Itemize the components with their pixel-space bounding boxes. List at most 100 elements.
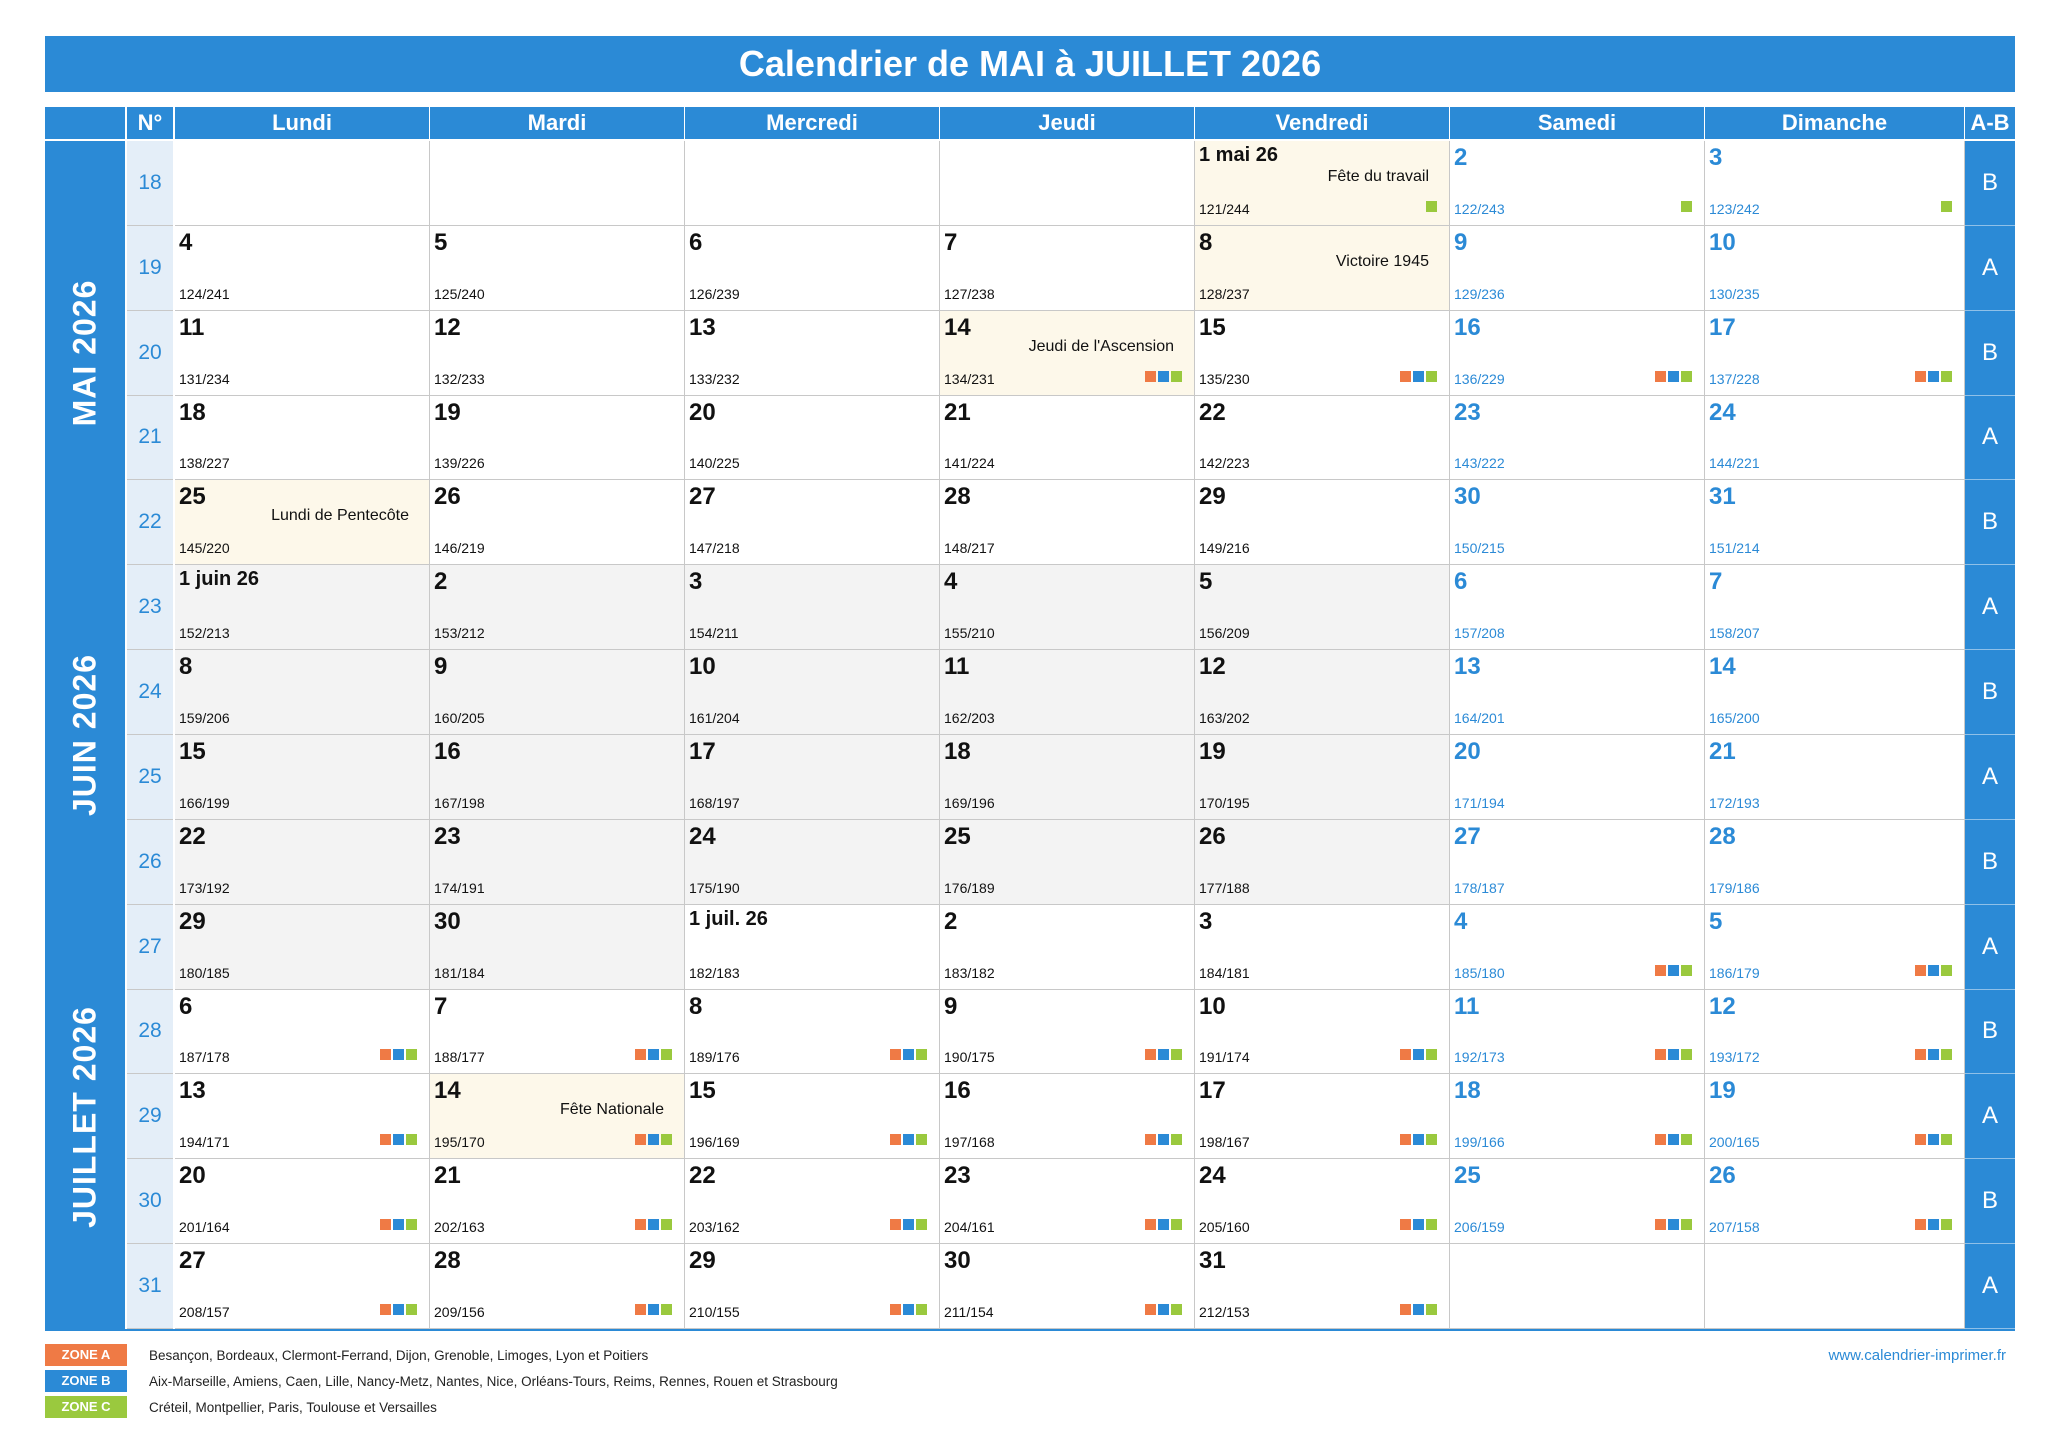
day-cell-wednesday[interactable]: 15 196/169: [685, 1074, 940, 1160]
day-cell-monday[interactable]: 13 194/171: [175, 1074, 430, 1160]
day-cell-thursday[interactable]: 7 127/238: [940, 225, 1195, 311]
day-cell-monday[interactable]: 15 166/199: [175, 734, 430, 820]
day-cell-wednesday[interactable]: 29 210/155: [685, 1244, 940, 1329]
day-cell-friday[interactable]: 19 170/195: [1195, 734, 1450, 820]
day-cell-saturday[interactable]: 9 129/236: [1450, 225, 1705, 311]
day-cell-tuesday[interactable]: 14 195/170 Fête Nationale: [430, 1074, 685, 1160]
zone-a-marker: [1400, 1303, 1411, 1315]
day-cell-monday[interactable]: 20 201/164: [175, 1159, 430, 1245]
day-cell-thursday[interactable]: 23 204/161: [940, 1159, 1195, 1245]
day-cell-friday[interactable]: 1 mai 26 121/244 Fête du travail: [1195, 141, 1450, 226]
day-cell-tuesday[interactable]: 7 188/177: [430, 989, 685, 1075]
day-cell-thursday[interactable]: 18 169/196: [940, 734, 1195, 820]
day-cell-thursday[interactable]: 4 155/210: [940, 565, 1195, 651]
day-cell-tuesday[interactable]: 9 160/205: [430, 650, 685, 735]
day-cell-sunday[interactable]: 10 130/235: [1705, 225, 1965, 311]
day-cell-wednesday[interactable]: 6 126/239: [685, 225, 940, 311]
day-cell-friday[interactable]: 17 198/167: [1195, 1074, 1450, 1160]
day-cell-thursday[interactable]: 21 141/224: [940, 395, 1195, 481]
zone-c-marker: [661, 1049, 672, 1061]
day-cell-sunday[interactable]: 26 207/158: [1705, 1159, 1965, 1245]
day-cell-wednesday[interactable]: 22 203/162: [685, 1159, 940, 1245]
day-cell-thursday[interactable]: 9 190/175: [940, 989, 1195, 1075]
day-cell-saturday[interactable]: 4 185/180: [1450, 904, 1705, 990]
day-cell-sunday[interactable]: 5 186/179: [1705, 904, 1965, 990]
day-cell-friday[interactable]: 22 142/223: [1195, 395, 1450, 481]
day-cell-saturday[interactable]: 13 164/201: [1450, 650, 1705, 735]
day-cell-wednesday[interactable]: 27 147/218: [685, 480, 940, 566]
day-cell-thursday[interactable]: 30 211/154: [940, 1244, 1195, 1329]
day-cell-wednesday[interactable]: 8 189/176: [685, 989, 940, 1075]
day-cell-tuesday[interactable]: 12 132/233: [430, 310, 685, 396]
day-cell-friday[interactable]: 3 184/181: [1195, 904, 1450, 990]
day-cell-wednesday[interactable]: 17 168/197: [685, 734, 940, 820]
day-cell-monday[interactable]: 8 159/206: [175, 650, 430, 735]
day-cell-friday[interactable]: 10 191/174: [1195, 989, 1450, 1075]
day-cell-sunday[interactable]: 21 172/193: [1705, 734, 1965, 820]
school-week-ab: A: [1965, 1244, 2015, 1329]
day-cell-thursday[interactable]: 28 148/217: [940, 480, 1195, 566]
day-cell-friday[interactable]: 5 156/209: [1195, 565, 1450, 651]
day-cell-thursday[interactable]: 11 162/203: [940, 650, 1195, 735]
day-cell-saturday[interactable]: 2 122/243: [1450, 141, 1705, 226]
day-cell-wednesday[interactable]: 13 133/232: [685, 310, 940, 396]
day-cell-tuesday[interactable]: 26 146/219: [430, 480, 685, 566]
day-cell-wednesday[interactable]: 20 140/225: [685, 395, 940, 481]
day-cell-saturday[interactable]: 20 171/194: [1450, 734, 1705, 820]
day-cell-thursday[interactable]: 2 183/182: [940, 904, 1195, 990]
day-cell-saturday[interactable]: 23 143/222: [1450, 395, 1705, 481]
day-cell-tuesday[interactable]: 28 209/156: [430, 1244, 685, 1329]
day-cell-tuesday[interactable]: 19 139/226: [430, 395, 685, 481]
day-cell-wednesday[interactable]: 10 161/204: [685, 650, 940, 735]
day-cell-friday[interactable]: 15 135/230: [1195, 310, 1450, 396]
day-cell-friday[interactable]: 12 163/202: [1195, 650, 1450, 735]
day-cell-monday[interactable]: 1 juin 26 152/213: [175, 565, 430, 651]
day-cell-wednesday[interactable]: 1 juil. 26 182/183: [685, 904, 940, 990]
day-cell-sunday[interactable]: 12 193/172: [1705, 989, 1965, 1075]
day-cell-monday[interactable]: 29 180/185: [175, 904, 430, 990]
day-cell-monday[interactable]: 6 187/178: [175, 989, 430, 1075]
day-number: 23: [434, 822, 461, 850]
day-cell-friday[interactable]: 31 212/153: [1195, 1244, 1450, 1329]
day-cell-friday[interactable]: 26 177/188: [1195, 819, 1450, 905]
day-cell-tuesday[interactable]: 2 153/212: [430, 565, 685, 651]
day-cell-wednesday[interactable]: 24 175/190: [685, 819, 940, 905]
day-cell-monday[interactable]: 25 145/220 Lundi de Pentecôte: [175, 480, 430, 566]
day-cell-sunday[interactable]: 31 151/214: [1705, 480, 1965, 566]
day-cell-saturday[interactable]: 6 157/208: [1450, 565, 1705, 651]
day-cell-tuesday[interactable]: 16 167/198: [430, 734, 685, 820]
day-cell-sunday[interactable]: 24 144/221: [1705, 395, 1965, 481]
day-of-year-count: 204/161: [944, 1219, 995, 1236]
day-cell-tuesday[interactable]: 30 181/184: [430, 904, 685, 990]
day-cell-tuesday[interactable]: 5 125/240: [430, 225, 685, 311]
day-cell-saturday[interactable]: 30 150/215: [1450, 480, 1705, 566]
day-cell-sunday[interactable]: 28 179/186: [1705, 819, 1965, 905]
day-cell-tuesday[interactable]: 23 174/191: [430, 819, 685, 905]
day-cell-friday[interactable]: 8 128/237 Victoire 1945: [1195, 225, 1450, 311]
day-cell-monday[interactable]: 18 138/227: [175, 395, 430, 481]
day-cell-wednesday[interactable]: 3 154/211: [685, 565, 940, 651]
day-cell-friday[interactable]: 29 149/216: [1195, 480, 1450, 566]
website-link[interactable]: www.calendrier-imprimer.fr: [1828, 1347, 2006, 1364]
day-number: 10: [1709, 228, 1736, 256]
day-cell-thursday[interactable]: 16 197/168: [940, 1074, 1195, 1160]
day-cell-saturday[interactable]: 11 192/173: [1450, 989, 1705, 1075]
day-cell-saturday[interactable]: 27 178/187: [1450, 819, 1705, 905]
day-of-year-count: 206/159: [1454, 1219, 1505, 1236]
day-cell-monday[interactable]: 11 131/234: [175, 310, 430, 396]
day-cell-monday[interactable]: 22 173/192: [175, 819, 430, 905]
day-cell-tuesday[interactable]: 21 202/163: [430, 1159, 685, 1245]
day-cell-sunday[interactable]: 3 123/242: [1705, 141, 1965, 226]
day-cell-sunday[interactable]: 17 137/228: [1705, 310, 1965, 396]
day-cell-sunday[interactable]: 14 165/200: [1705, 650, 1965, 735]
day-cell-thursday[interactable]: 25 176/189: [940, 819, 1195, 905]
day-cell-sunday[interactable]: 7 158/207: [1705, 565, 1965, 651]
day-cell-saturday[interactable]: 25 206/159: [1450, 1159, 1705, 1245]
day-cell-friday[interactable]: 24 205/160: [1195, 1159, 1450, 1245]
day-cell-thursday[interactable]: 14 134/231 Jeudi de l'Ascension: [940, 310, 1195, 396]
day-cell-sunday[interactable]: 19 200/165: [1705, 1074, 1965, 1160]
day-cell-monday[interactable]: 4 124/241: [175, 225, 430, 311]
day-cell-saturday[interactable]: 18 199/166: [1450, 1074, 1705, 1160]
day-cell-monday[interactable]: 27 208/157: [175, 1244, 430, 1329]
day-cell-saturday[interactable]: 16 136/229: [1450, 310, 1705, 396]
